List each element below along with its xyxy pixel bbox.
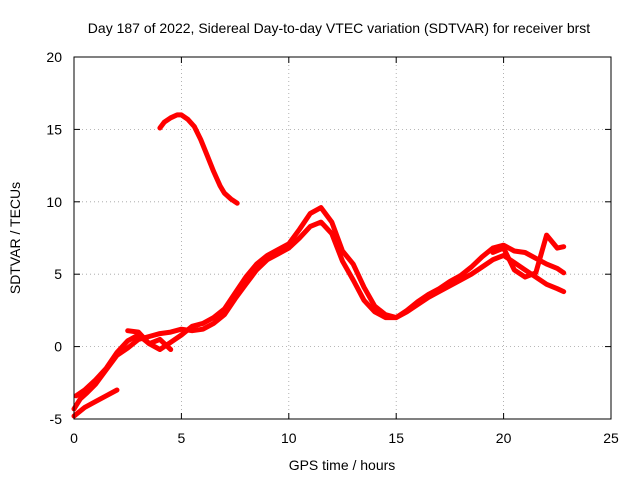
series-track-1 bbox=[71, 219, 567, 412]
x-tick-label: 0 bbox=[70, 430, 78, 446]
plot-frame bbox=[73, 56, 612, 420]
grid-lines bbox=[74, 57, 611, 419]
x-tick-label: 15 bbox=[388, 430, 404, 446]
series-track-3 bbox=[71, 387, 120, 419]
x-tick-label: 5 bbox=[178, 430, 186, 446]
y-tick-label: -5 bbox=[50, 411, 63, 427]
x-tick-label: 25 bbox=[603, 430, 619, 446]
x-tick-label: 20 bbox=[496, 430, 512, 446]
x-tick-label: 10 bbox=[281, 430, 297, 446]
x-axis-label: GPS time / hours bbox=[289, 457, 396, 473]
y-axis-label: SDTVAR / TECUs bbox=[7, 182, 23, 294]
y-tick-label: 0 bbox=[54, 339, 62, 355]
series-track-5 bbox=[490, 232, 567, 280]
axis-ticks: 0 5 10 15 20 25 -5 0 5 10 15 20 bbox=[46, 49, 619, 446]
y-tick-label: 5 bbox=[54, 266, 62, 282]
data-series bbox=[71, 112, 567, 419]
series-track-4 bbox=[125, 328, 174, 352]
series-track-2 bbox=[73, 205, 567, 399]
y-tick-label: 20 bbox=[46, 49, 62, 65]
chart-title: Day 187 of 2022, Sidereal Day-to-day VTE… bbox=[88, 20, 590, 36]
series-track-6 bbox=[157, 112, 240, 206]
y-tick-label: 10 bbox=[46, 194, 62, 210]
y-tick-label: 15 bbox=[46, 121, 62, 137]
